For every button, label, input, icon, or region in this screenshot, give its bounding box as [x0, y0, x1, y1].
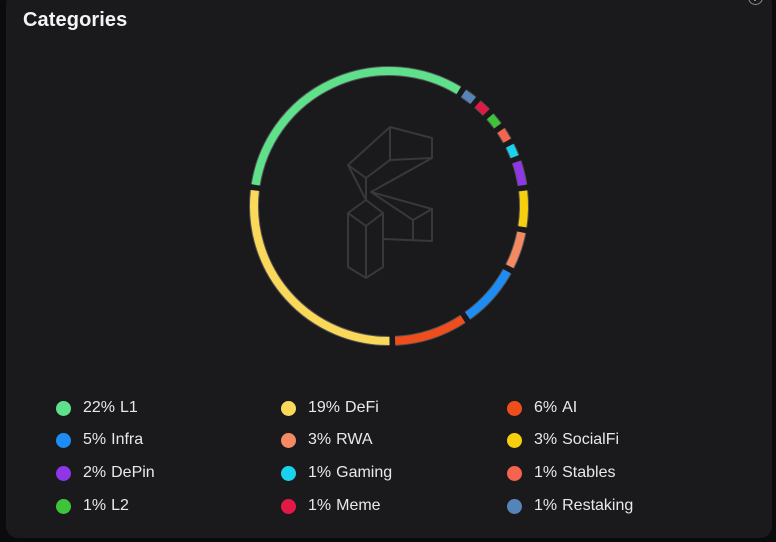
legend-dot [56, 400, 71, 416]
donut-segment-rwa[interactable] [506, 231, 526, 269]
legend-item-meme[interactable]: 1% Meme [281, 496, 381, 516]
donut-segment-socialfi[interactable] [518, 190, 528, 228]
donut-segment-stables[interactable] [497, 128, 511, 143]
legend-dot [56, 498, 71, 514]
legend-dot [507, 498, 522, 514]
brand-logo-outline-icon [347, 126, 433, 279]
legend-dot [507, 400, 522, 416]
legend-dot [281, 498, 296, 514]
legend-dot [507, 432, 522, 448]
legend-dot [281, 400, 296, 416]
legend-item-gaming[interactable]: 1% Gaming [281, 463, 392, 483]
legend-dot [56, 432, 71, 448]
legend-item-restaking[interactable]: 1% Restaking [507, 496, 633, 516]
donut-segment-defi[interactable] [250, 190, 390, 346]
legend-item-ai[interactable]: 6% AI [507, 398, 577, 418]
donut-segment-l2[interactable] [487, 113, 501, 129]
legend-dot [507, 465, 522, 481]
donut-segment-gaming[interactable] [506, 143, 519, 159]
donut-segment-outline [249, 189, 390, 347]
donut-segment-ai[interactable] [394, 315, 466, 345]
card-title: Categories [23, 9, 128, 31]
donut-segment-depin[interactable] [512, 160, 527, 186]
categories-card: Categories [6, 0, 772, 538]
legend-item-socialfi[interactable]: 3% SocialFi [507, 430, 619, 450]
legend-item-stables[interactable]: 1% Stables [507, 463, 616, 483]
donut-segment-outline [250, 66, 462, 186]
legend-dot [281, 432, 296, 448]
legend-item-rwa[interactable]: 3% RWA [281, 430, 373, 450]
donut-segment-infra[interactable] [465, 269, 511, 320]
legend-dot [56, 465, 71, 481]
legend-item-infra[interactable]: 5% Infra [56, 430, 143, 450]
donut-segment-l1[interactable] [251, 67, 461, 186]
legend-item-depin[interactable]: 2% DePin [56, 463, 155, 483]
donut-segment-meme[interactable] [474, 101, 490, 116]
legend-item-l1[interactable]: 22% L1 [56, 398, 138, 418]
legend-item-defi[interactable]: 19% DeFi [281, 398, 379, 418]
legend-dot [281, 465, 296, 481]
legend-item-l2[interactable]: 1% L2 [56, 496, 129, 516]
donut-segment-restaking[interactable] [461, 90, 476, 104]
